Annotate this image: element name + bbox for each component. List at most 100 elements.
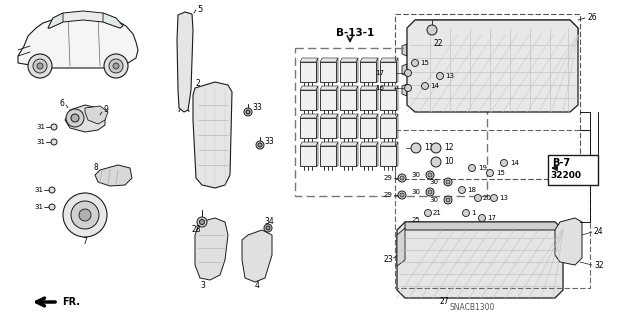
Text: 5: 5 [197, 5, 202, 14]
Text: 3: 3 [200, 280, 205, 290]
Circle shape [458, 187, 465, 194]
Polygon shape [356, 142, 358, 166]
Polygon shape [48, 13, 63, 28]
Polygon shape [336, 114, 338, 138]
Circle shape [49, 187, 55, 193]
Circle shape [500, 160, 508, 167]
Polygon shape [380, 142, 398, 146]
Text: 29: 29 [384, 192, 393, 198]
Circle shape [444, 196, 452, 204]
Text: 2: 2 [195, 78, 200, 87]
Polygon shape [300, 114, 318, 118]
Polygon shape [380, 114, 398, 118]
Polygon shape [85, 106, 108, 124]
Text: 13: 13 [445, 73, 454, 79]
Polygon shape [396, 114, 398, 138]
Polygon shape [320, 86, 338, 90]
Circle shape [71, 201, 99, 229]
Polygon shape [356, 58, 358, 82]
Text: 30: 30 [411, 189, 420, 195]
Circle shape [264, 224, 272, 232]
Text: 30: 30 [429, 197, 438, 203]
Circle shape [79, 209, 91, 221]
Polygon shape [555, 218, 582, 265]
Bar [548, 155, 598, 185]
Bar [340, 118, 356, 138]
Circle shape [244, 108, 252, 116]
Circle shape [468, 165, 476, 172]
Text: 24: 24 [594, 226, 604, 235]
Polygon shape [195, 218, 228, 280]
Polygon shape [320, 142, 338, 146]
Polygon shape [340, 142, 358, 146]
Bar [360, 146, 376, 166]
Polygon shape [48, 11, 123, 28]
Text: 30: 30 [411, 172, 420, 178]
Bar [320, 62, 336, 82]
Polygon shape [415, 20, 578, 35]
Text: 11: 11 [424, 144, 433, 152]
Polygon shape [360, 142, 378, 146]
Text: 29: 29 [384, 175, 393, 181]
Polygon shape [360, 86, 378, 90]
Bar [360, 90, 376, 110]
Circle shape [66, 109, 84, 127]
Polygon shape [242, 230, 272, 282]
Polygon shape [397, 222, 563, 298]
Text: 1: 1 [471, 210, 476, 216]
Polygon shape [402, 64, 407, 76]
Polygon shape [360, 114, 378, 118]
Text: 7: 7 [83, 238, 88, 247]
Text: B-7: B-7 [552, 158, 570, 168]
Circle shape [427, 25, 437, 35]
Circle shape [404, 70, 412, 77]
Polygon shape [320, 58, 338, 62]
Circle shape [109, 59, 123, 73]
Polygon shape [95, 165, 132, 186]
Text: 25: 25 [412, 217, 420, 223]
Polygon shape [340, 114, 358, 118]
Polygon shape [405, 222, 563, 230]
Polygon shape [316, 58, 318, 82]
Circle shape [266, 226, 270, 230]
Polygon shape [316, 86, 318, 110]
Polygon shape [300, 86, 318, 90]
Circle shape [400, 176, 404, 180]
Text: 10: 10 [444, 158, 454, 167]
Polygon shape [103, 13, 123, 28]
Polygon shape [316, 114, 318, 138]
Text: 9: 9 [104, 106, 109, 115]
Circle shape [490, 195, 497, 202]
Bar [380, 62, 396, 82]
Text: 30: 30 [429, 179, 438, 185]
Polygon shape [336, 86, 338, 110]
Text: 13: 13 [499, 195, 508, 201]
Circle shape [28, 54, 52, 78]
Bar [340, 90, 356, 110]
Polygon shape [380, 58, 398, 62]
Text: 14: 14 [510, 160, 519, 166]
Polygon shape [402, 44, 407, 56]
Text: 17: 17 [375, 70, 384, 76]
Circle shape [446, 198, 450, 202]
Polygon shape [336, 58, 338, 82]
Bar [360, 118, 376, 138]
Polygon shape [376, 142, 378, 166]
Text: SNACB1300: SNACB1300 [450, 303, 495, 313]
Text: 27: 27 [440, 298, 450, 307]
Circle shape [431, 143, 441, 153]
Polygon shape [340, 86, 358, 90]
Circle shape [63, 193, 107, 237]
Polygon shape [65, 105, 105, 132]
Circle shape [424, 210, 431, 217]
Circle shape [422, 83, 429, 90]
Polygon shape [177, 12, 193, 112]
Bar [300, 62, 316, 82]
Polygon shape [376, 86, 378, 110]
Bar [340, 146, 356, 166]
Circle shape [256, 141, 264, 149]
Polygon shape [193, 82, 232, 188]
Bar [340, 62, 356, 82]
Polygon shape [356, 114, 358, 138]
Bar [320, 118, 336, 138]
